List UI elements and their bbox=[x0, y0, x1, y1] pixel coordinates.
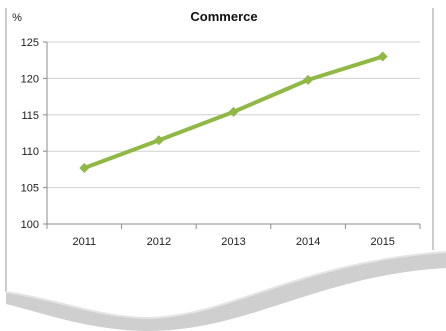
chart-title: Commerce bbox=[190, 9, 257, 24]
data-point-marker bbox=[303, 74, 314, 85]
axes bbox=[43, 41, 421, 229]
y-tick-label: 120 bbox=[21, 73, 39, 85]
series-layer bbox=[79, 51, 388, 173]
y-tick-labels: 100 105 110 115 120 125 bbox=[21, 37, 39, 231]
y-axis-unit-label: % bbox=[12, 12, 22, 24]
x-tick-labels: 2011 2012 2013 2014 2015 bbox=[72, 236, 394, 248]
y-tick-label: 105 bbox=[21, 183, 39, 195]
x-tick-label: 2011 bbox=[72, 236, 96, 248]
page-curl-highlight bbox=[5, 251, 446, 320]
y-tick-label: 125 bbox=[21, 37, 39, 49]
y-tick-label: 110 bbox=[21, 146, 39, 158]
page-curl-decoration bbox=[6, 252, 446, 331]
y-tick-label: 115 bbox=[21, 110, 39, 122]
data-point-marker bbox=[153, 135, 164, 146]
y-tick-label: 100 bbox=[21, 219, 39, 231]
x-tick-label: 2013 bbox=[221, 236, 245, 248]
x-tick-label: 2014 bbox=[296, 236, 320, 248]
data-point-marker bbox=[377, 51, 388, 62]
x-tick-label: 2015 bbox=[370, 236, 394, 248]
data-point-marker bbox=[228, 106, 239, 117]
data-point-marker bbox=[79, 162, 90, 173]
x-tick-label: 2012 bbox=[147, 236, 171, 248]
